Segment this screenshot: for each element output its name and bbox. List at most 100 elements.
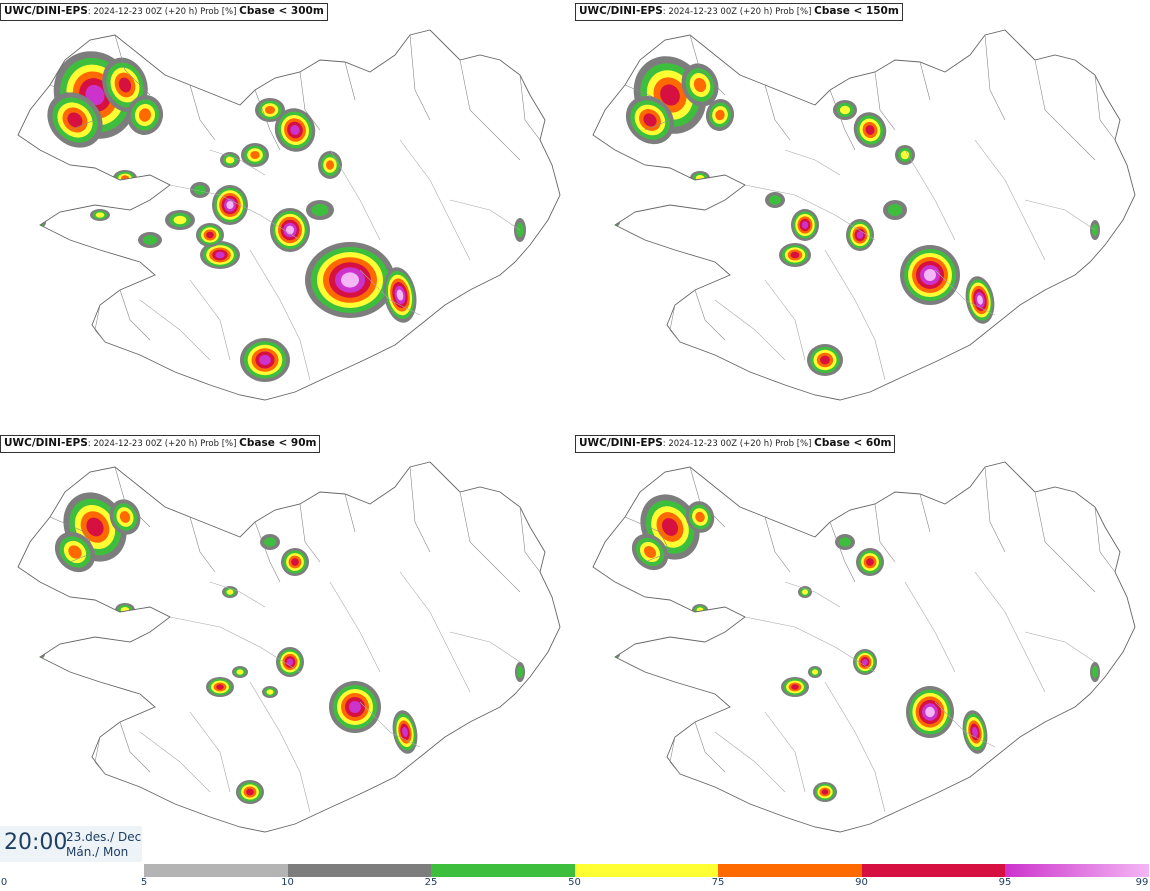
fjord-line	[299, 71, 321, 131]
probability-contour	[661, 518, 679, 536]
fjord-line	[669, 736, 681, 775]
region-border	[784, 149, 841, 176]
region-border	[934, 701, 996, 748]
fjord-line	[459, 59, 521, 161]
region-border	[399, 571, 471, 693]
probability-contour	[839, 537, 851, 547]
probability-contour	[660, 84, 680, 106]
region-border	[1024, 631, 1096, 663]
region-border	[974, 571, 1046, 693]
fjord-line	[49, 84, 96, 131]
probability-contour	[37, 651, 43, 657]
legend-tick-label: 95	[998, 877, 1012, 888]
region-border	[189, 711, 231, 793]
legend-tick-label: 99	[1135, 877, 1149, 888]
region-border	[139, 299, 211, 361]
probability-contour	[791, 684, 799, 690]
probability-contour	[821, 789, 829, 795]
probability-contour	[402, 726, 408, 738]
fjord-line	[344, 61, 356, 101]
map-panel-cbase-300: UWC/DINI-EPS: 2024-12-23 00Z (+20 h) Pro…	[0, 0, 575, 430]
date-line: 23.des./ Dec	[66, 830, 142, 844]
region-border	[824, 249, 886, 381]
legend-swatch	[144, 864, 288, 877]
map-panel-cbase-60: UWC/DINI-EPS: 2024-12-23 00Z (+20 h) Pro…	[575, 432, 1150, 862]
probability-contour	[887, 204, 903, 216]
fjord-line	[829, 521, 856, 583]
fjord-line	[94, 736, 106, 775]
probability-contour	[246, 788, 254, 796]
probability-contour	[286, 658, 294, 666]
probability-contour	[265, 106, 275, 114]
region-border	[934, 269, 996, 316]
fjord-line	[114, 34, 151, 96]
fjord-line	[694, 289, 726, 341]
probability-contour	[924, 269, 936, 281]
probability-contour	[820, 355, 830, 365]
fjord-line	[409, 466, 431, 553]
fjord-line	[409, 34, 431, 121]
probability-contour	[326, 160, 334, 170]
run-info: : 2024-12-23 00Z (+20 h) Prob [%]	[87, 439, 240, 449]
probability-contour	[866, 558, 874, 566]
map-panel-cbase-150: UWC/DINI-EPS: 2024-12-23 00Z (+20 h) Pro…	[575, 0, 1150, 430]
panel-title: UWC/DINI-EPS: 2024-12-23 00Z (+20 h) Pro…	[0, 435, 321, 453]
region-border	[399, 139, 471, 261]
run-info: : 2024-12-23 00Z (+20 h) Prob [%]	[87, 7, 240, 17]
legend-swatch	[287, 864, 431, 877]
fjord-line	[49, 516, 96, 563]
legend-swatch	[574, 864, 718, 877]
region-border	[249, 681, 311, 813]
fjord-line	[1094, 74, 1116, 141]
model-name: UWC/DINI-EPS	[4, 5, 88, 17]
probability-contour	[856, 231, 864, 239]
legend-tick-label: 25	[424, 877, 438, 888]
legend-swatch	[1005, 864, 1149, 877]
legend-swatch	[431, 864, 575, 877]
probability-contour	[290, 124, 300, 136]
region-border	[189, 279, 231, 361]
legend-tick-label: 10	[281, 877, 294, 888]
region-border	[169, 616, 301, 673]
fjord-line	[189, 84, 216, 141]
probability-contour	[68, 545, 82, 559]
probability-contour	[86, 517, 104, 537]
probability-contour	[802, 589, 808, 595]
region-border	[329, 149, 381, 241]
legend-tick-label: 50	[568, 877, 581, 888]
fjord-line	[689, 466, 726, 528]
coastline	[592, 29, 1136, 401]
probability-contour	[812, 669, 818, 675]
fjord-line	[984, 34, 1006, 121]
probability-contour	[715, 109, 725, 121]
fjord-line	[874, 71, 896, 131]
region-border	[1024, 199, 1096, 231]
region-border	[744, 184, 876, 241]
probability-contour	[900, 150, 910, 160]
fjord-line	[829, 89, 856, 151]
region-border	[714, 731, 786, 793]
map-canvas	[592, 461, 1136, 833]
model-name: UWC/DINI-EPS	[4, 437, 88, 449]
fjord-line	[1034, 491, 1096, 593]
probability-contour	[695, 511, 705, 523]
fjord-line	[919, 61, 931, 101]
probability-contour	[839, 105, 851, 115]
probability-field	[610, 494, 1100, 802]
probability-contour	[67, 112, 83, 128]
probability-contour	[311, 204, 329, 216]
probability-contour	[264, 537, 276, 547]
fjord-line	[254, 521, 281, 583]
probability-contour	[769, 195, 781, 205]
panel-title: UWC/DINI-EPS: 2024-12-23 00Z (+20 h) Pro…	[575, 3, 903, 21]
probability-contour	[250, 151, 260, 159]
model-name: UWC/DINI-EPS	[579, 5, 663, 17]
probability-contour	[349, 701, 361, 713]
map-canvas	[17, 461, 561, 833]
region-border	[744, 616, 876, 673]
probability-contour	[225, 156, 235, 164]
region-border	[784, 581, 841, 608]
region-border	[824, 681, 886, 813]
probability-field	[34, 51, 526, 382]
fjord-line	[94, 304, 106, 343]
